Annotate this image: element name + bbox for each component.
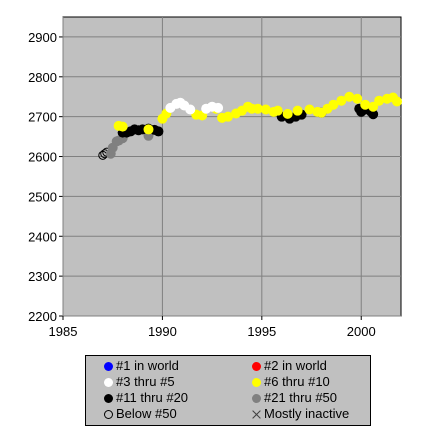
legend-label: #21 thru #50	[264, 390, 338, 405]
grid-lines	[59, 17, 401, 320]
y-axis-tick-labels: 2200 2300 2400 2500 2600 2700 2800 2900	[28, 30, 57, 324]
x-tick-label: 1990	[148, 324, 177, 339]
data-point	[328, 99, 339, 110]
y-tick-label: 2400	[28, 229, 57, 244]
legend-item-mostly-inactive: Mostly inactive	[252, 406, 349, 422]
data-point	[143, 124, 154, 135]
x-tick-label: 1995	[247, 324, 276, 339]
legend-label: #3 thru #5	[116, 374, 175, 389]
y-tick-label: 2200	[28, 309, 57, 324]
legend-label: Mostly inactive	[264, 406, 350, 421]
hollow-circle-icon	[104, 409, 113, 419]
legend-item-1-in-world: #1 in world	[104, 358, 179, 374]
legend-label: Below #50	[116, 406, 177, 421]
data-point	[252, 103, 263, 114]
y-tick-label: 2300	[28, 269, 57, 284]
data-point	[153, 126, 164, 137]
legend-item-below-50: Below #50	[104, 406, 177, 422]
legend-item-11-thru-20: #11 thru #20	[104, 390, 188, 406]
data-point	[185, 104, 196, 115]
legend-item-6-thru-10: #6 thru #10	[252, 374, 330, 390]
legend-item-21-thru-50: #21 thru #50	[252, 390, 337, 406]
legend-label: #1 in world	[116, 358, 179, 373]
data-points	[98, 91, 403, 160]
data-point	[374, 95, 385, 106]
x-axis-tick-labels: 1985 1990 1995 2000	[49, 324, 376, 339]
data-point	[117, 121, 128, 132]
data-point	[213, 102, 224, 113]
y-tick-label: 2700	[28, 110, 57, 125]
gray-dot-icon	[252, 393, 261, 403]
white-dot-icon	[104, 377, 113, 387]
data-point	[292, 105, 303, 116]
data-point	[392, 96, 403, 107]
data-point	[282, 108, 293, 119]
cross-icon	[252, 410, 261, 419]
data-point	[360, 99, 371, 110]
y-tick-label: 2500	[28, 189, 57, 204]
data-point	[272, 105, 283, 116]
y-tick-label: 2800	[28, 70, 57, 85]
y-tick-label: 2600	[28, 150, 57, 165]
data-point	[344, 91, 355, 102]
legend-label: #2 in world	[264, 358, 327, 373]
plot-area	[62, 16, 402, 317]
legend-label: #6 thru #10	[264, 374, 330, 389]
data-point	[352, 93, 363, 104]
data-point	[368, 109, 379, 120]
x-tick-label: 2000	[347, 324, 376, 339]
legend-label: #11 thru #20	[116, 390, 189, 405]
data-point	[336, 95, 347, 106]
red-dot-icon	[252, 361, 261, 371]
data-point	[304, 104, 315, 115]
black-dot-icon	[104, 393, 113, 403]
blue-dot-icon	[104, 361, 113, 371]
data-point	[260, 104, 271, 115]
yellow-dot-icon	[252, 377, 261, 387]
y-tick-label: 2900	[28, 30, 57, 45]
data-point	[223, 111, 234, 122]
legend-item-3-thru-5: #3 thru #5	[104, 374, 175, 390]
legend: #1 in world #2 in world #3 thru #5 #6 th…	[85, 355, 371, 426]
x-tick-label: 1985	[49, 324, 78, 339]
legend-item-2-in-world: #2 in world	[252, 358, 327, 374]
